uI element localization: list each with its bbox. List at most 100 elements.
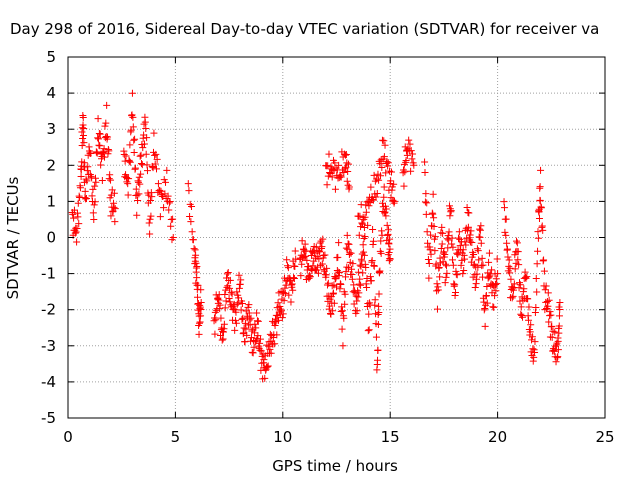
y-tick-label: -5 — [41, 409, 56, 427]
data-point — [349, 260, 357, 268]
data-point — [87, 150, 95, 158]
data-point — [383, 221, 391, 229]
data-point — [247, 314, 255, 322]
data-point — [193, 263, 201, 271]
data-point — [390, 180, 398, 188]
data-point — [309, 262, 317, 270]
data-point — [267, 349, 275, 357]
data-point — [337, 280, 345, 288]
data-point — [385, 240, 393, 248]
data-point — [327, 310, 335, 318]
data-point — [355, 289, 363, 297]
data-point — [136, 180, 144, 188]
data-point — [165, 199, 173, 207]
data-point — [256, 335, 264, 343]
data-point — [460, 267, 468, 275]
data-point — [133, 211, 141, 219]
data-point — [430, 214, 438, 222]
data-point — [315, 255, 323, 263]
data-point — [459, 246, 467, 254]
data-point — [335, 239, 343, 247]
data-point — [483, 299, 491, 307]
data-point — [478, 254, 486, 262]
data-point — [546, 308, 554, 316]
data-point — [483, 282, 491, 290]
data-point — [342, 268, 350, 276]
data-point — [76, 184, 84, 192]
data-point — [344, 181, 352, 189]
data-point — [135, 190, 143, 198]
data-point — [442, 273, 450, 281]
data-point — [345, 183, 353, 191]
data-point — [375, 302, 383, 310]
data-point — [190, 245, 198, 253]
data-point — [524, 295, 532, 303]
data-point — [142, 125, 150, 133]
data-point — [331, 159, 339, 167]
data-point — [426, 246, 434, 254]
data-point — [89, 185, 97, 193]
data-point — [359, 241, 367, 249]
data-point — [149, 164, 157, 172]
data-point — [385, 249, 393, 257]
data-point — [431, 233, 439, 241]
data-point — [375, 176, 383, 184]
data-point — [380, 153, 388, 161]
data-point — [479, 273, 487, 281]
data-point — [288, 280, 296, 288]
data-point — [449, 243, 457, 251]
data-point — [188, 202, 196, 210]
data-point — [94, 115, 102, 123]
data-point — [291, 263, 299, 271]
data-point — [520, 285, 528, 293]
data-point — [475, 256, 483, 264]
data-point — [184, 180, 192, 188]
data-point — [358, 219, 366, 227]
data-point — [347, 249, 355, 257]
data-point — [79, 135, 87, 143]
data-point — [254, 332, 262, 340]
data-point — [242, 325, 250, 333]
data-point — [485, 258, 493, 266]
data-point — [317, 261, 325, 269]
data-point — [152, 165, 160, 173]
data-point — [103, 101, 111, 109]
data-point — [514, 256, 522, 264]
data-point — [482, 292, 490, 300]
data-point — [289, 286, 297, 294]
data-point — [188, 228, 196, 236]
data-point — [323, 264, 331, 272]
data-point — [513, 239, 521, 247]
data-point — [319, 235, 327, 243]
data-point — [539, 226, 547, 234]
data-point — [307, 265, 315, 273]
data-point — [421, 158, 429, 166]
data-point — [367, 277, 375, 285]
data-point — [313, 266, 321, 274]
data-point — [376, 160, 384, 168]
data-point — [502, 231, 510, 239]
data-point — [105, 147, 113, 155]
data-point — [301, 240, 309, 248]
data-point — [468, 239, 476, 247]
data-point — [310, 257, 318, 265]
data-point — [473, 270, 481, 278]
data-point — [493, 255, 501, 263]
data-point — [403, 151, 411, 159]
data-point — [353, 307, 361, 315]
data-point — [338, 325, 346, 333]
data-point — [480, 298, 488, 306]
data-point — [131, 135, 139, 143]
data-point — [448, 256, 456, 264]
data-point — [536, 183, 544, 191]
data-point — [462, 241, 470, 249]
data-point — [369, 237, 377, 245]
data-point — [271, 340, 279, 348]
data-point — [146, 197, 154, 205]
data-point — [513, 237, 521, 245]
data-point — [377, 237, 385, 245]
data-point — [306, 273, 314, 281]
data-point — [384, 226, 392, 234]
data-point — [550, 347, 558, 355]
data-point — [533, 288, 541, 296]
